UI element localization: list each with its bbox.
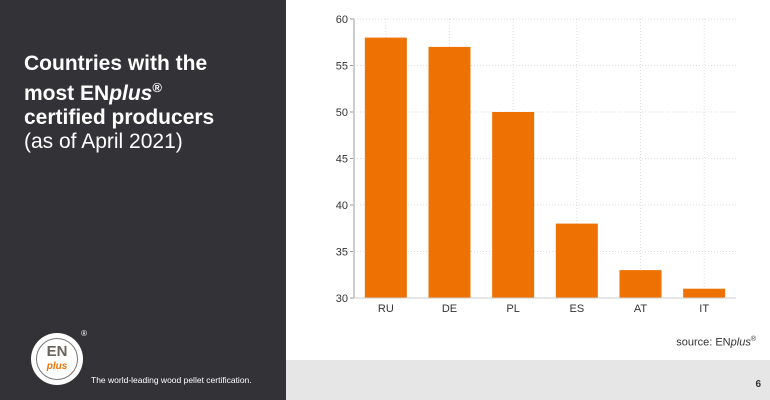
y-tick-label: 45: [336, 154, 348, 166]
source-note: source: ENplus®: [676, 336, 756, 349]
enplus-logo: EN plus ®: [31, 329, 87, 385]
bar-de: [428, 46, 471, 299]
y-tick-label: 40: [336, 200, 348, 212]
subtitle: (as of April 2021): [24, 130, 183, 153]
title-reg: ®: [152, 80, 162, 95]
tagline: The world-leading wood pellet certificat…: [91, 375, 252, 385]
x-tick-label: PL: [506, 303, 519, 315]
source-reg: ®: [750, 336, 756, 343]
bar-it: [683, 288, 726, 298]
page-number: 6: [755, 379, 761, 390]
logo-reg: ®: [81, 329, 87, 338]
y-tick-label: 60: [336, 14, 348, 26]
y-tick-label: 50: [336, 107, 348, 119]
slide-title: Countries with the most ENplus® certifie…: [24, 52, 274, 154]
footer-band: [286, 360, 770, 400]
title-line: most ENplus®: [24, 76, 274, 106]
x-tick-label: RU: [378, 303, 394, 315]
x-tick-label: IT: [699, 303, 709, 315]
y-tick-label: 30: [336, 293, 348, 305]
y-tick-label: 35: [336, 247, 348, 259]
source-brand: plus: [730, 336, 751, 349]
x-tick-label: ES: [569, 303, 584, 315]
bar-pl: [492, 112, 535, 298]
bar-es: [555, 223, 598, 298]
x-tick-label: DE: [442, 303, 457, 315]
title-text: most EN: [24, 82, 110, 105]
title-panel: Countries with the most ENplus® certifie…: [0, 0, 286, 400]
y-tick-label: 55: [336, 61, 348, 73]
source-text: source: EN: [676, 336, 731, 349]
logo-en: EN: [46, 343, 68, 360]
title-line: Countries with the: [24, 52, 208, 75]
title-line: certified producers: [24, 106, 215, 129]
x-tick-label: AT: [634, 303, 648, 315]
logo-plus: plus: [46, 361, 68, 372]
bar-ru: [364, 37, 407, 298]
title-brand: plus: [109, 82, 153, 105]
bar-at: [619, 270, 662, 298]
